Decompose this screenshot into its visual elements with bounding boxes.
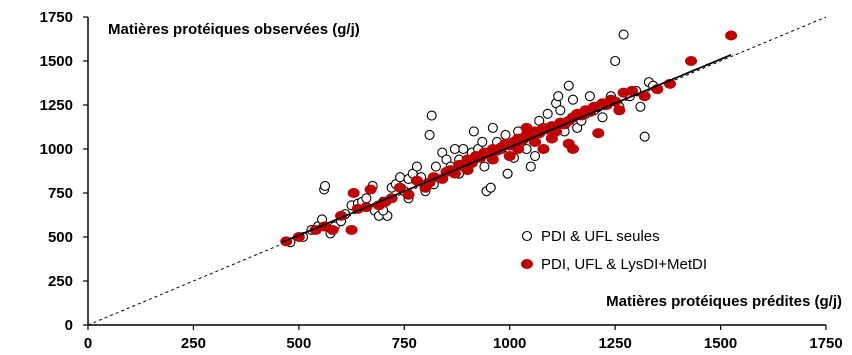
point-open-70 xyxy=(584,91,595,102)
point-open-42 xyxy=(477,136,488,148)
point-filled-65 xyxy=(638,91,651,102)
y-tick-label-4: 1000 xyxy=(40,141,73,158)
point-open-45 xyxy=(487,122,498,133)
x-axis-label: Matières protéiques prédites (g/j) xyxy=(606,293,842,310)
x-tick-label-0: 0 xyxy=(84,335,92,352)
point-filled-79 xyxy=(461,165,474,176)
point-open-35 xyxy=(449,143,460,155)
point-open-40 xyxy=(468,126,479,137)
x-tick-label-6: 1500 xyxy=(704,335,737,352)
point-filled-71 xyxy=(512,144,525,154)
point-filled-4 xyxy=(326,224,339,235)
regression-line xyxy=(281,54,732,244)
point-filled-73 xyxy=(529,136,542,147)
point-filled-7 xyxy=(347,188,360,198)
point-open-48 xyxy=(500,129,511,140)
point-filled-75 xyxy=(545,133,558,144)
point-filled-6 xyxy=(345,224,358,235)
point-open-14 xyxy=(361,193,372,204)
y-axis-label: Matières protéiques observées (g/j) xyxy=(108,21,360,38)
point-open-82 xyxy=(639,131,650,142)
point-filled-64 xyxy=(626,85,639,96)
point-open-55 xyxy=(525,161,536,172)
x-tick-label-7: 1750 xyxy=(809,335,842,352)
point-filled-14 xyxy=(394,182,407,193)
point-open-31 xyxy=(430,161,441,172)
legend-label-0: PDI & UFL seules xyxy=(541,228,660,245)
point-filled-77 xyxy=(566,144,579,154)
identity-reference-line xyxy=(87,16,827,326)
point-open-66 xyxy=(567,94,579,105)
point-open-44 xyxy=(485,182,496,193)
x-tick-label-4: 1000 xyxy=(493,335,526,352)
point-filled-16 xyxy=(410,175,423,186)
legend: PDI & UFL seules PDI, UFL & LysDI+MetDI xyxy=(521,228,707,273)
point-open-78 xyxy=(618,29,629,40)
legend-marker-1 xyxy=(521,259,533,269)
y-tick-label-0: 0 xyxy=(65,317,73,334)
point-open-73 xyxy=(597,112,608,123)
point-open-49 xyxy=(502,168,513,179)
x-tick-label-3: 750 xyxy=(392,335,417,352)
point-filled-78 xyxy=(486,154,499,165)
point-open-30 xyxy=(426,110,437,121)
legend-marker-0 xyxy=(521,230,533,242)
point-open-56 xyxy=(529,150,541,162)
reference-line-group xyxy=(87,16,827,326)
point-filled-57 xyxy=(592,128,605,139)
point-open-63 xyxy=(555,105,566,116)
point-filled-74 xyxy=(537,144,550,154)
y-tick-label-3: 750 xyxy=(48,185,73,202)
point-open-62 xyxy=(553,91,564,102)
y-tick-label-7: 1750 xyxy=(40,9,73,26)
point-open-37 xyxy=(458,143,469,155)
point-open-26 xyxy=(411,161,422,172)
point-open-65 xyxy=(563,80,574,91)
point-filled-72 xyxy=(520,122,533,133)
point-filled-10 xyxy=(364,184,377,195)
point-open-22 xyxy=(395,172,406,183)
point-filled-62 xyxy=(613,105,626,116)
point-filled-15 xyxy=(402,189,415,200)
y-tick-label-2: 500 xyxy=(48,229,73,246)
point-open-29 xyxy=(424,129,435,140)
x-tick-label-1: 250 xyxy=(181,335,206,352)
point-open-76 xyxy=(610,55,621,67)
legend-label-1: PDI, UFL & LysDI+MetDI xyxy=(541,256,707,273)
point-filled-68 xyxy=(685,56,698,66)
point-open-59 xyxy=(542,108,553,119)
y-tick-label-6: 1500 xyxy=(40,53,73,70)
x-tick-label-2: 500 xyxy=(286,335,311,352)
point-open-89 xyxy=(479,161,490,172)
point-filled-69 xyxy=(725,30,738,41)
regression-line-group xyxy=(281,54,732,244)
point-open-6 xyxy=(319,180,331,192)
x-tick-label-5: 1250 xyxy=(598,335,631,352)
point-open-81 xyxy=(635,101,646,112)
y-tick-label-1: 250 xyxy=(48,273,73,290)
point-filled-70 xyxy=(503,151,516,162)
y-tick-label-5: 1250 xyxy=(40,97,73,114)
axes: 0 250 500 750 1000 1250 1500 1750 0 250 500 750 1000… xyxy=(40,9,843,352)
